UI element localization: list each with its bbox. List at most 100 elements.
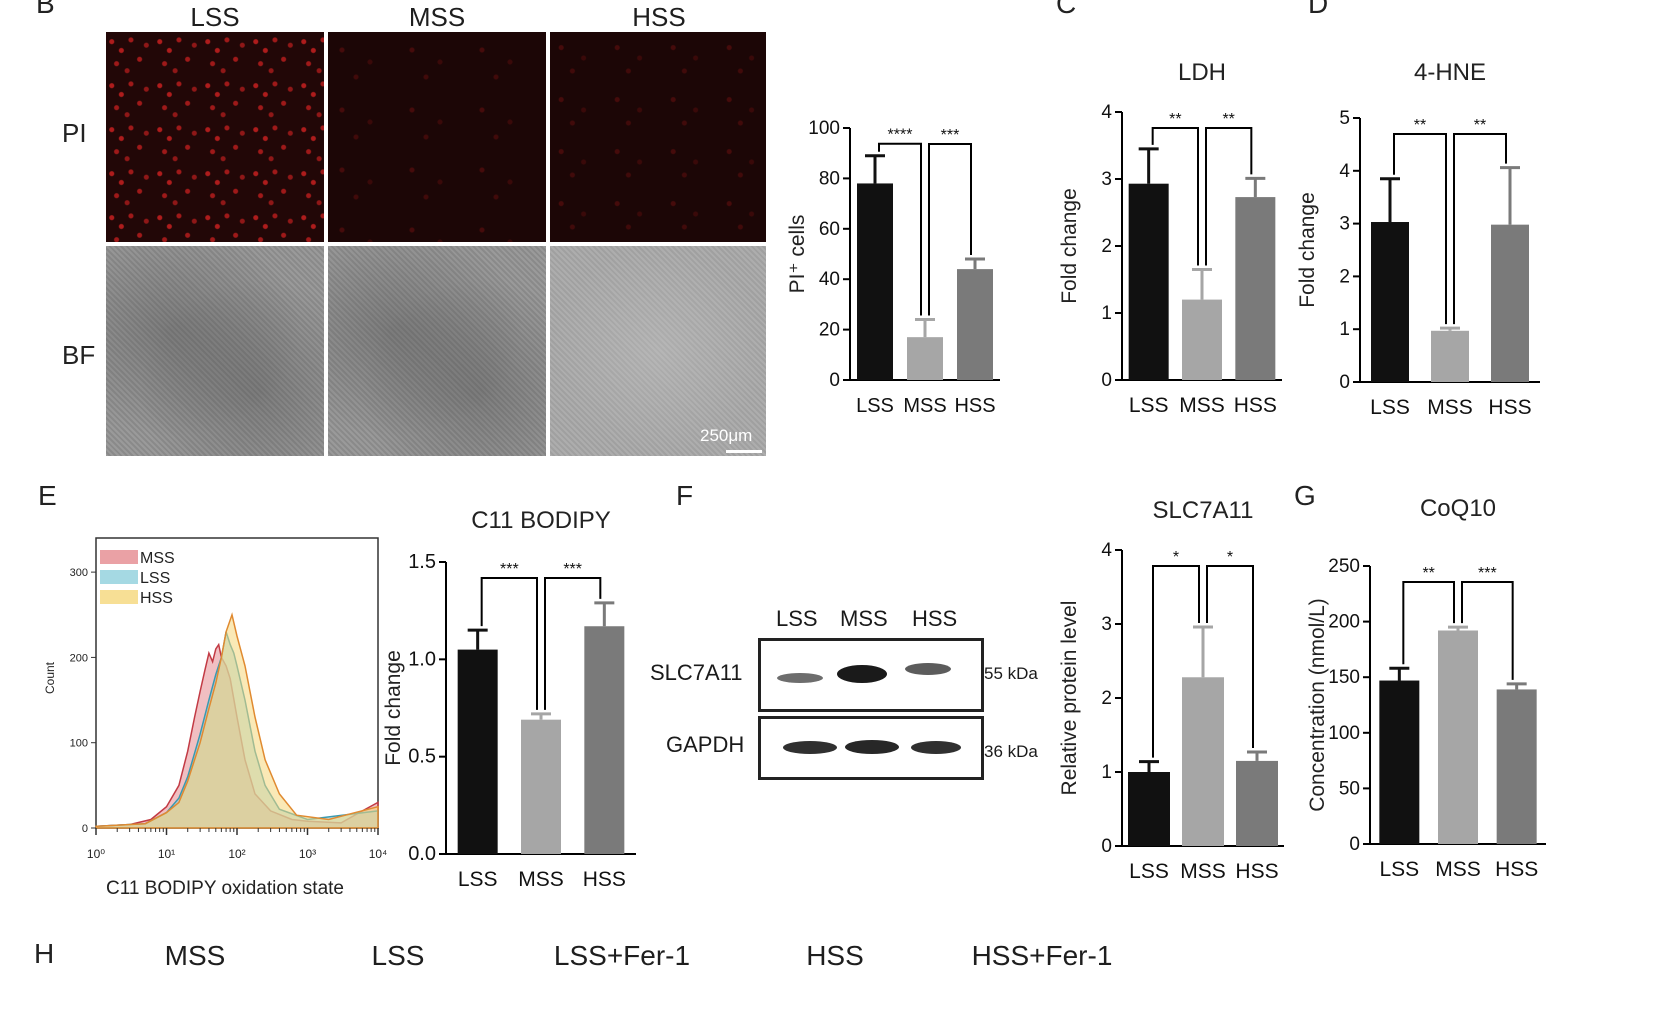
y-tick-label: 1 <box>1101 762 1112 783</box>
y-tick-label: 0 <box>1101 836 1112 857</box>
micrograph-bf-mss <box>328 246 546 456</box>
x-tick-label: 10² <box>228 847 245 861</box>
y-tick-label: 3 <box>1101 169 1112 190</box>
significance-bracket <box>1402 581 1455 665</box>
y-tick-label: 2 <box>1339 266 1350 287</box>
y-tick-label: 4 <box>1101 540 1112 561</box>
y-tick-label: 100 <box>808 118 840 139</box>
bar-mss <box>1431 330 1469 382</box>
significance-label: ** <box>1222 111 1234 128</box>
y-axis-label: PI⁺ cells <box>786 215 809 294</box>
y-tick-label: 80 <box>819 168 840 189</box>
y-tick-label: 40 <box>819 269 840 290</box>
y-tick-label: 3 <box>1101 614 1112 635</box>
x-tick-label: LSS <box>1370 396 1410 419</box>
x-tick-label: MSS <box>1427 396 1473 419</box>
histogram-hss <box>95 612 379 829</box>
scale-bar <box>726 450 762 453</box>
legend-label: LSS <box>140 570 170 587</box>
bar-mss <box>1182 299 1222 380</box>
y-axis-label: Fold change <box>1058 188 1081 304</box>
x-tick-label: 10³ <box>299 847 316 861</box>
wb-band-slc7a11-mss <box>837 665 887 683</box>
y-tick-label: 1.0 <box>408 648 436 670</box>
chart-4hne: 4-HNE 0 1 2 3 4 5 Fold change LSS MSS HSS ** ** <box>1296 59 1540 419</box>
x-tick-label: HSS <box>1495 858 1538 881</box>
panel-h-col-hss-fer1: HSS+Fer-1 <box>971 940 1113 971</box>
y-tick-label: 60 <box>819 219 840 240</box>
y-tick-label: 0 <box>829 370 840 391</box>
y-tick-label: 2 <box>1101 688 1112 709</box>
significance-bracket <box>480 577 538 710</box>
bar-hss <box>1236 760 1278 846</box>
significance-label: * <box>1173 549 1179 566</box>
significance-bracket <box>1151 127 1199 266</box>
y-tick-label: 4 <box>1339 161 1350 182</box>
chart-title: SLC7A11 <box>1153 497 1254 524</box>
x-tick-label: LSS <box>458 868 498 891</box>
bar-hss <box>1496 689 1537 844</box>
y-tick-label: 50 <box>1339 778 1360 799</box>
micrograph-row-bf: BF <box>62 340 96 370</box>
panel-letter-h: H <box>34 938 55 969</box>
x-tick-label: 10⁰ <box>87 847 105 861</box>
significance-label: *** <box>1478 565 1497 582</box>
x-tick-label: 10⁴ <box>369 847 388 861</box>
y-axis-label: Concentration (nmol/L) <box>1306 598 1329 812</box>
x-tick-label: LSS <box>856 395 894 417</box>
micrograph-pi-mss <box>328 32 546 242</box>
y-tick-label: 1 <box>1101 303 1112 324</box>
x-tick-label: LSS <box>1379 858 1419 881</box>
bar-hss <box>957 269 993 380</box>
wb-protein-gapdh: GAPDH <box>666 732 745 757</box>
x-tick-label: MSS <box>903 395 946 417</box>
y-tick-label: 3 <box>1339 214 1350 235</box>
legend-swatch-mss <box>100 550 138 564</box>
micrograph-pi-hss <box>550 32 766 242</box>
wb-band-gapdh-hss <box>911 741 961 754</box>
x-tick-label: HSS <box>1488 396 1531 419</box>
bar-mss <box>521 719 561 854</box>
panel-letter-e: E <box>38 480 57 511</box>
bar-hss <box>584 626 625 854</box>
significance-label: **** <box>888 127 913 144</box>
wb-band-gapdh-lss <box>783 741 837 754</box>
y-tick-label: 100 <box>70 738 88 750</box>
chart-title: 4-HNE <box>1414 59 1486 86</box>
bar-hss <box>1491 224 1529 382</box>
x-tick-label: LSS <box>1129 860 1169 883</box>
y-tick-label: 250 <box>1328 556 1360 577</box>
scale-bar-label: 250μm <box>700 426 753 445</box>
x-tick-label: HSS <box>1235 860 1278 883</box>
micrograph-bf-hss <box>550 246 766 456</box>
wb-lane-lss: LSS <box>776 606 818 631</box>
significance-label: *** <box>941 127 960 144</box>
significance-bracket <box>878 142 922 316</box>
legend-label: MSS <box>140 550 175 567</box>
y-tick-label: 150 <box>1328 667 1360 688</box>
significance-label: *** <box>563 561 582 578</box>
panel-letter-d: D <box>1308 0 1329 19</box>
y-axis-label: Count <box>43 661 57 694</box>
legend-swatch-hss <box>100 590 138 604</box>
panel-h-col-hss: HSS <box>806 940 864 971</box>
panel-h-col-mss: MSS <box>164 940 226 971</box>
panel-letter-b: B <box>36 0 55 19</box>
significance-bracket <box>544 577 602 710</box>
y-tick-label: 0 <box>1339 372 1350 393</box>
micrograph-column-lss: LSS <box>190 2 240 32</box>
significance-label: *** <box>500 561 519 578</box>
wb-blot-slc7a11 <box>758 638 984 712</box>
micrograph-column-hss: HSS <box>632 2 686 32</box>
y-tick-label: 200 <box>1328 612 1360 633</box>
y-tick-label: 300 <box>70 567 88 579</box>
chart-coq10: CoQ10 0 50 100 150 200 250 Concentration (nmol/… <box>1306 495 1546 881</box>
micrograph-column-mss: MSS <box>408 2 466 32</box>
x-tick-label: HSS <box>954 395 995 417</box>
y-tick-label: 0 <box>1101 370 1112 391</box>
chart-c11-bodipy: C11 BODIPY 0.0 0.5 1.0 1.5 Fold change LSS MSS H… <box>382 507 636 891</box>
micrograph-bf-lss <box>106 246 324 456</box>
bar-lss <box>1379 680 1420 844</box>
panel-h-col-lss-fer1: LSS+Fer-1 <box>553 940 691 971</box>
